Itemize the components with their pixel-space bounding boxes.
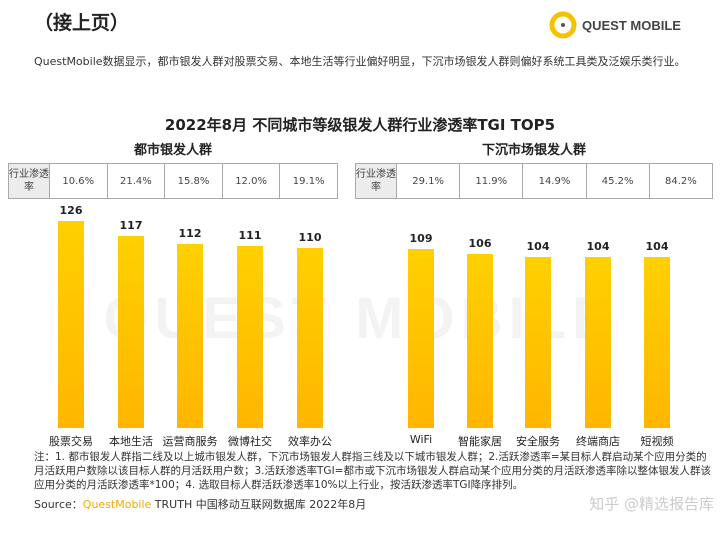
bar [525,257,551,428]
category-label: 股票交易 [49,435,93,448]
data-label: 109 [409,232,433,246]
penetration-cell: 15.8% [164,163,223,199]
bar [644,257,670,428]
page-header: （接上页） [34,12,130,34]
data-label: 112 [178,227,202,241]
footer: 注：1. 都市银发人群指二线及以上城市银发人群，下沉市场银发人群指三线及以下城市… [34,450,714,514]
bar [297,247,323,428]
logo-icon [549,11,577,39]
penetration-cell: 45.2% [585,163,650,199]
source-row: Source：QuestMobile TRUTH 中国移动互联网数据库 2022… [34,493,714,514]
zhihu-watermark: 知乎 @精选报告库 [589,495,714,513]
intro-text: QuestMobile数据显示，都市银发人群对股票交易、本地生活等行业偏好明显，… [34,55,686,68]
bar [58,221,84,428]
source-brand: QuestMobile [82,497,152,511]
chart-title: 2022年8月 不同城市等级银发人群行业渗透率TGI TOP5 [164,116,556,134]
category-label: 智能家居 [458,435,502,448]
category-label: 本地生活 [109,435,153,448]
right-subtitle: 下沉市场银发人群 [481,143,586,158]
data-label: 126 [59,204,83,218]
right-penetration-table: 行业渗透率 29.1% 11.9% 14.9% 45.2% 84.2% [355,163,714,199]
category-label: 短视频 [640,435,674,448]
data-label: 104 [586,240,610,254]
penetration-cell: 14.9% [522,163,587,199]
bar [467,254,493,428]
left-subtitle: 都市银发人群 [133,143,212,158]
source-line: Source：QuestMobile TRUTH 中国移动互联网数据库 2022… [34,496,366,512]
penetration-cell: 12.0% [221,163,281,199]
bar [408,249,434,428]
bar [177,244,203,428]
penetration-cell: 11.9% [459,163,524,199]
penetration-cell: 19.1% [279,163,338,199]
penetration-cell: 29.1% [395,163,461,199]
left-penetration-table: 行业渗透率 10.6% 21.4% 15.8% 12.0% 19.1% [8,163,338,199]
penetration-cell: 10.6% [49,163,108,199]
category-label: WiFi [409,433,433,446]
row-label: 行业渗透率 [8,163,50,199]
category-label: 微博社交 [228,435,272,448]
logo-text: QUEST MOBILE [582,17,681,33]
data-label: 111 [238,228,262,242]
data-label: 106 [468,237,492,251]
footnote: 注：1. 都市银发人群指二线及以上城市银发人群，下沉市场银发人群指三线及以下城市… [34,451,711,491]
source-label: Source： [34,497,83,511]
data-label: 104 [526,240,550,254]
source-rest: TRUTH 中国移动互联网数据库 2022年8月 [151,497,367,511]
data-label: 104 [645,240,669,254]
data-label: 110 [298,230,322,244]
penetration-cell: 21.4% [106,163,166,199]
penetration-cell: 84.2% [648,163,714,199]
row-label: 行业渗透率 [355,163,397,199]
category-label: 终端商店 [576,435,620,448]
category-label: 运营商服务 [162,435,218,448]
bar [585,257,611,428]
category-label: 安全服务 [516,435,560,448]
bar [237,245,263,428]
bar [118,236,144,428]
category-label: 效率办公 [288,435,332,448]
data-label: 117 [119,219,143,233]
questmobile-logo: QUEST MOBILE [548,10,681,40]
